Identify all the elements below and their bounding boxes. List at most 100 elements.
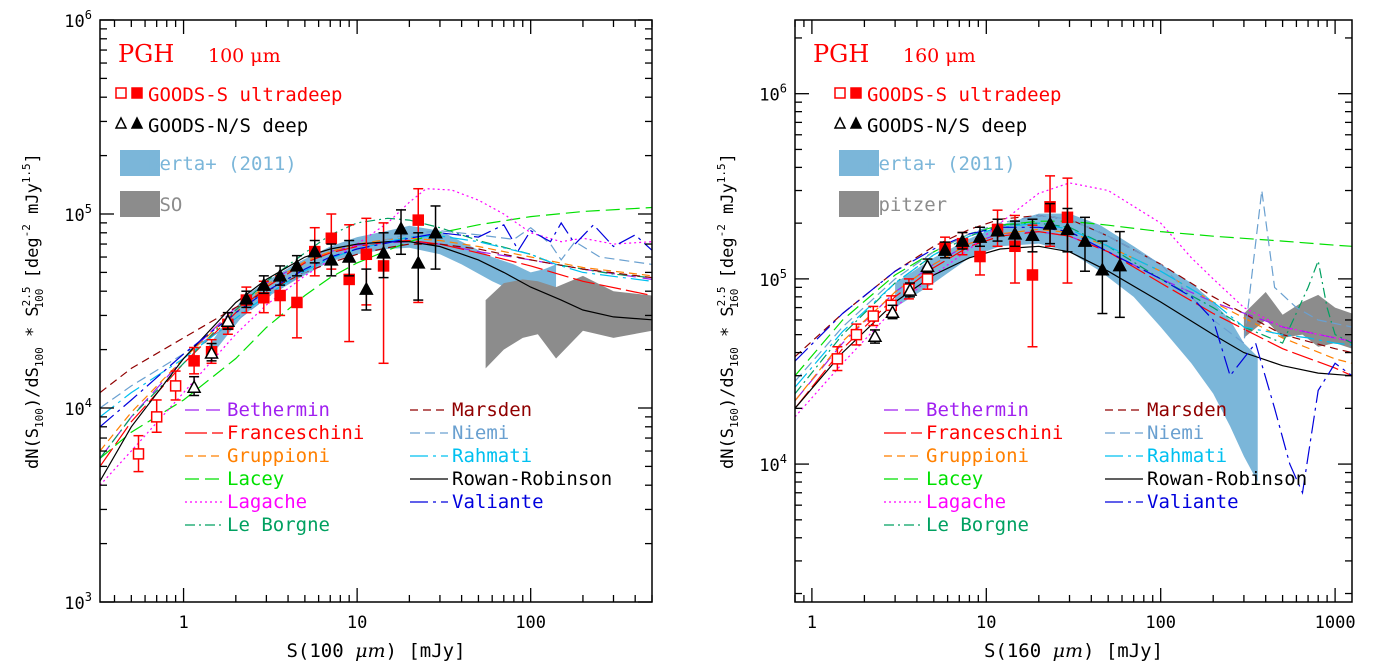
legend-model-label: Rowan-Robinson xyxy=(1147,468,1307,490)
series-line-le-borgne xyxy=(100,217,652,459)
x-axis-label-mu: μm xyxy=(355,640,385,662)
legend-model-label: Le Borgne xyxy=(227,514,330,536)
goods-ns-deep-point-marker xyxy=(256,277,272,291)
band-berta-2011 xyxy=(895,213,1258,483)
y-axis-label-part: )/dS xyxy=(718,367,738,408)
legend-band-label: Berta+ (2011) xyxy=(148,153,297,175)
goods-ns-deep-point-marker xyxy=(937,242,953,256)
goods-s-ultradeep-point-marker xyxy=(867,310,880,322)
legend-model-label: Niemi xyxy=(452,422,509,444)
y-axis-label-sup: 2.5 xyxy=(715,286,728,306)
band-berta-2011 xyxy=(208,225,557,359)
y-axis-label-part: dN(S xyxy=(718,428,738,469)
legend-data-label: GOODS-S ultradeep xyxy=(148,84,342,106)
x-axis-label-mu: μm xyxy=(1053,640,1083,662)
legend-model-label: Marsden xyxy=(452,399,532,421)
x-tick-label: 10 xyxy=(976,613,996,633)
goods-ns-deep-point-marker xyxy=(885,304,900,319)
goods-s-ultradeep-point-marker xyxy=(325,232,338,244)
legend-model-label: Bethermin xyxy=(227,399,330,421)
y-tick-exponent: 6 xyxy=(780,82,787,96)
y-tick-label: 104 xyxy=(64,396,92,420)
x-axis-label-part: S(160 xyxy=(984,640,1053,662)
band-spitzer xyxy=(1243,291,1352,349)
legend-model-label: Valiante xyxy=(1147,491,1239,513)
legend-model-label: Marsden xyxy=(1147,399,1227,421)
series-line-lagache xyxy=(100,188,652,486)
goods-ns-deep-point-marker xyxy=(972,229,988,243)
goods-ns-deep-point-marker xyxy=(376,245,391,259)
goods-ns-deep-point-marker xyxy=(1095,262,1110,276)
y-tick-exponent: 3 xyxy=(85,590,92,604)
goods-ns-deep-point-marker xyxy=(289,258,305,272)
legend-square-open xyxy=(834,87,846,99)
x-axis-label: S(100 μm) [mJy] xyxy=(286,640,465,662)
legend-model-label: Lagache xyxy=(227,491,307,513)
goods-ns-deep-point-marker xyxy=(186,379,202,393)
series-line-marsden xyxy=(100,243,652,394)
legend-model-label: Le Borgne xyxy=(926,514,1029,536)
y-tick-base: 10 xyxy=(64,206,84,226)
legend-model-label: Gruppioni xyxy=(926,445,1029,467)
series-line-lagache xyxy=(795,182,1352,418)
y-axis-label-part: [deg xyxy=(718,237,738,288)
goods-ns-deep-point-marker xyxy=(428,225,443,239)
goods-ns-deep-point-marker xyxy=(955,233,970,247)
panel-title: PGH xyxy=(118,40,174,68)
goods-ns-deep-point-marker xyxy=(1042,216,1058,230)
y-tick-base: 10 xyxy=(64,400,84,420)
plot-frame xyxy=(794,19,1353,603)
legend-band-swatch xyxy=(120,191,160,217)
y-axis-label-part: mJy xyxy=(23,183,43,224)
y-axis-label-sub: 100 xyxy=(33,289,46,309)
series-line-rahmati xyxy=(795,222,1352,388)
goods-s-ultradeep-point-marker xyxy=(258,292,270,304)
goods-ns-deep-point-marker xyxy=(410,255,426,269)
y-tick-exponent: 5 xyxy=(85,202,92,216)
goods-ns-deep-point-marker xyxy=(867,328,883,343)
plot-frame xyxy=(99,19,653,603)
legend-data-label: GOODS-N/S deep xyxy=(867,115,1027,137)
series-line-niemi xyxy=(100,226,652,409)
y-axis-label-part: * S xyxy=(23,306,43,347)
x-tick-label: 1000 xyxy=(1315,613,1356,633)
legend-model-label: Gruppioni xyxy=(227,445,330,467)
series-line-valiante xyxy=(795,226,1352,495)
y-axis-label: dN(S100)/dS100 * S2.5100 [deg-2 mJy1.5] xyxy=(20,153,46,469)
goods-s-ultradeep-point-marker xyxy=(291,296,303,309)
series-line-lacey xyxy=(795,220,1352,377)
y-tick-base: 10 xyxy=(759,86,779,106)
legend-model-label: Rahmati xyxy=(452,445,532,467)
x-tick-label: 100 xyxy=(1145,613,1176,633)
legend-band-label: Spitzer xyxy=(867,194,947,216)
goods-ns-deep-point-marker xyxy=(1077,233,1093,247)
goods-ns-deep-point-marker xyxy=(1060,221,1075,236)
goods-ns-deep-point-marker xyxy=(307,244,323,258)
legend-model-label: Lagache xyxy=(926,491,1006,513)
y-axis-label-part: * S xyxy=(718,306,738,347)
goods-s-ultradeep-point-marker xyxy=(132,448,145,460)
legend-model-label: Lacey xyxy=(926,468,983,490)
y-axis-label-sup: 1.5 xyxy=(715,163,728,183)
legend-model-label: Lacey xyxy=(227,468,284,490)
goods-ns-deep-point-marker xyxy=(239,291,254,305)
series-line-rowan-robinson xyxy=(100,241,652,482)
y-axis-label-sub: 100 xyxy=(33,347,46,367)
x-axis-label-part: ) [mJy] xyxy=(1083,640,1163,662)
goods-ns-deep-point-marker xyxy=(359,281,374,295)
y-axis-label-sup: 2.5 xyxy=(20,286,33,306)
series-line-bethermin xyxy=(100,241,652,459)
goods-s-ultradeep-point-marker xyxy=(360,248,373,261)
legend-band-label: ISO xyxy=(148,194,182,216)
y-axis-label-sup: 1.5 xyxy=(20,163,33,183)
legend-band-swatch xyxy=(839,191,879,217)
goods-ns-deep-point-marker xyxy=(220,313,236,328)
y-tick-label: 106 xyxy=(759,82,787,106)
y-tick-base: 10 xyxy=(759,456,779,476)
x-axis-label: S(160 μm) [mJy] xyxy=(984,640,1163,662)
goods-s-ultradeep-point-marker xyxy=(831,353,844,365)
legend-model-label: Rowan-Robinson xyxy=(452,468,612,490)
y-axis-label-part: mJy xyxy=(718,183,738,224)
